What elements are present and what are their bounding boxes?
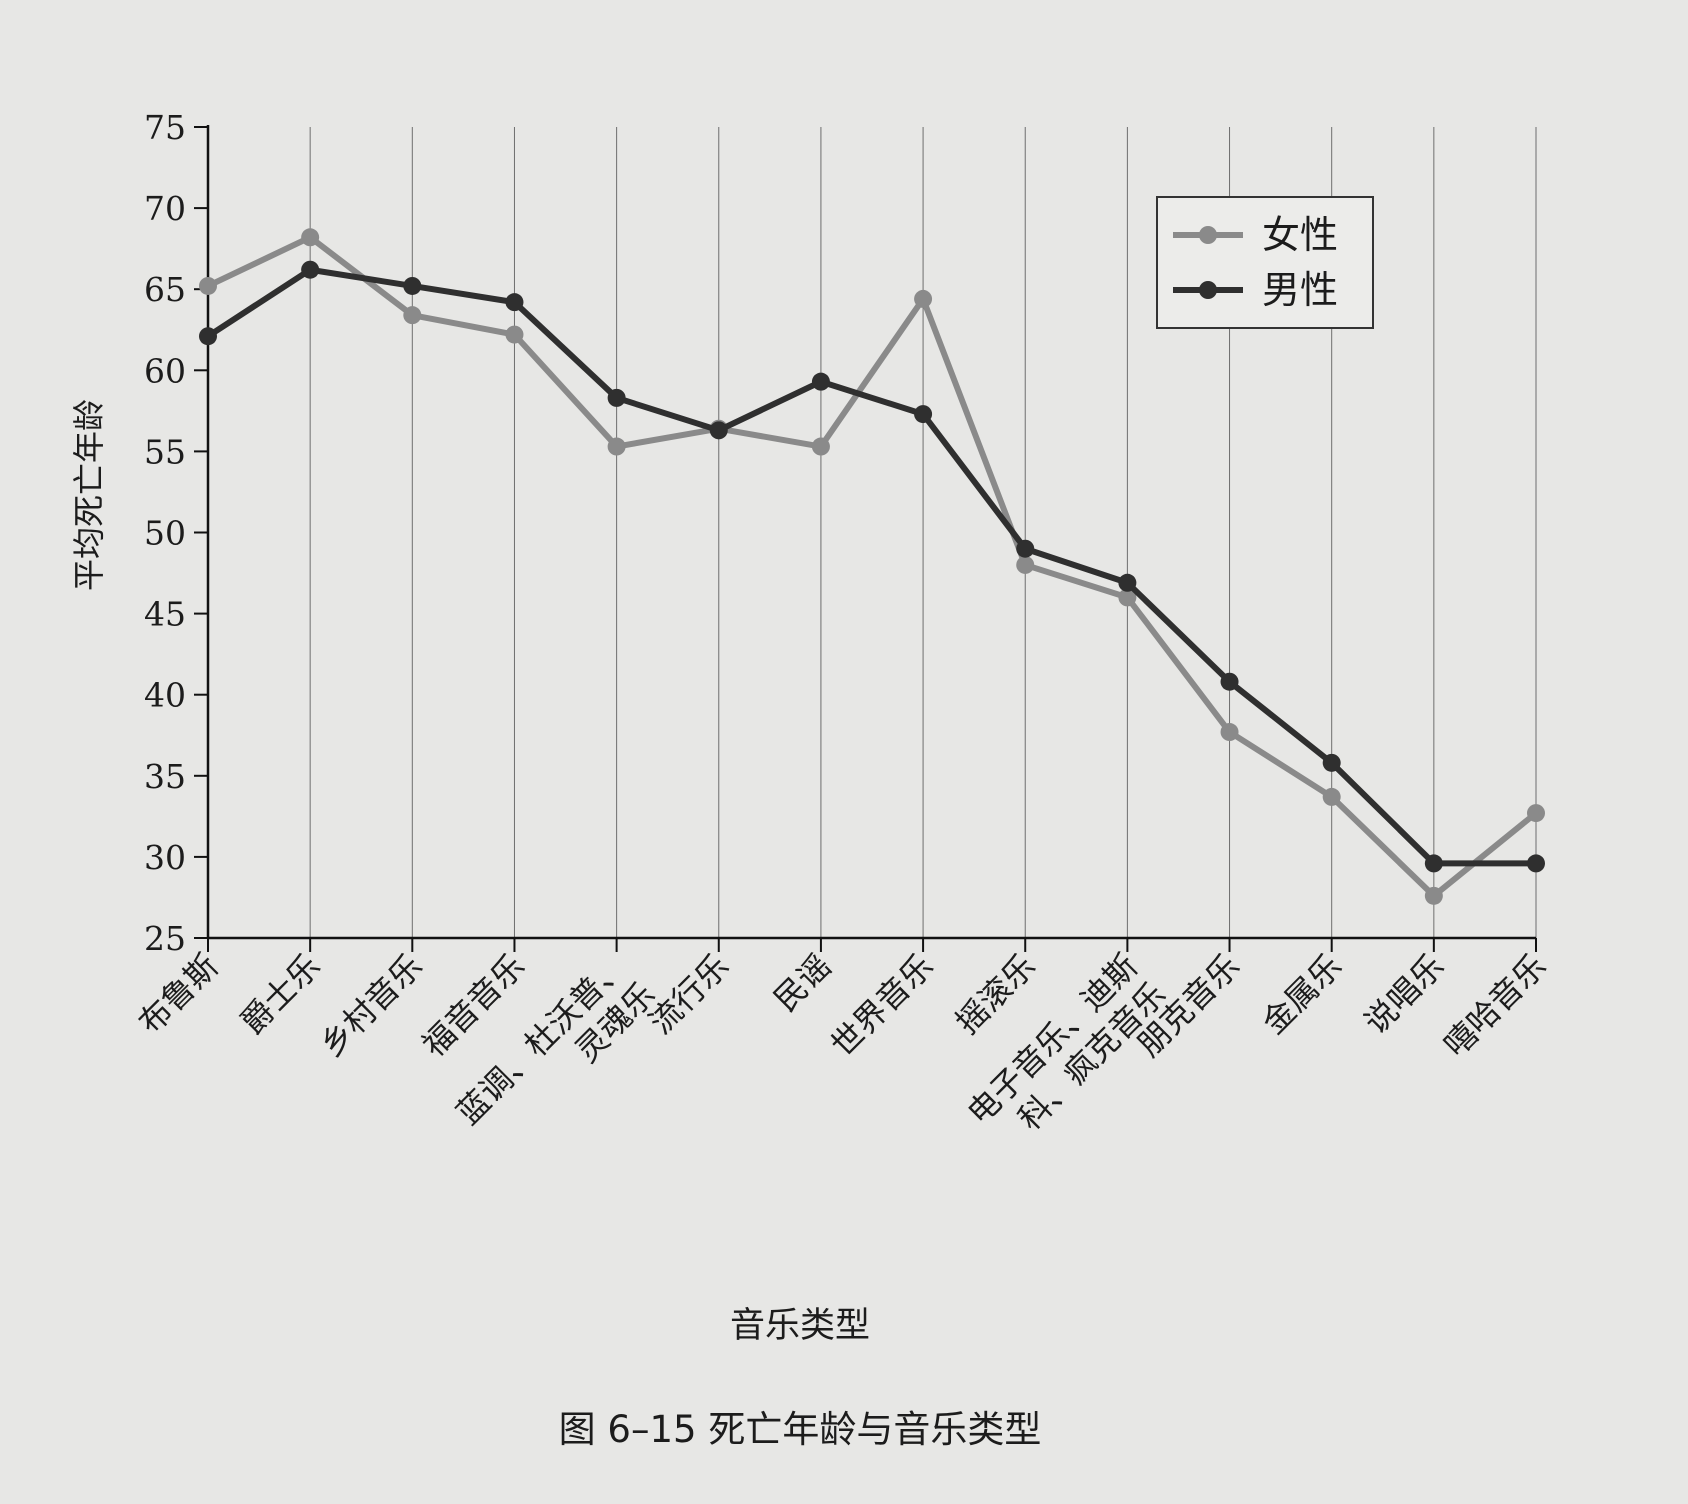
x-tick-label-line: 摇滚乐: [948, 947, 1043, 1042]
x-tick-label-line: 说唱乐: [1357, 947, 1452, 1042]
data-point: [301, 260, 320, 279]
series-女性: [199, 228, 1545, 905]
x-tick-label-line: 乡村音乐: [313, 947, 430, 1064]
legend-swatch-marker: [1199, 226, 1217, 244]
data-point: [199, 327, 217, 346]
y-tick-label: 60: [144, 351, 186, 390]
data-point: [914, 289, 933, 308]
data-point: [1220, 723, 1239, 742]
data-point: [505, 325, 524, 344]
y-tick-label: 40: [144, 676, 186, 715]
x-tick-label-text: 说唱乐: [1357, 947, 1452, 1042]
data-point: [1322, 787, 1341, 806]
data-point: [709, 421, 728, 440]
data-point: [607, 388, 626, 407]
data-point: [607, 437, 626, 456]
series-line: [206, 266, 1536, 867]
data-point: [811, 437, 830, 456]
data-point: [1016, 539, 1035, 558]
x-tick-label-text: 嘻哈音乐: [1436, 947, 1553, 1064]
x-tick-label: 嘻哈音乐: [1436, 947, 1553, 1064]
x-axis-label: 音乐类型: [730, 1306, 870, 1346]
data-point: [811, 372, 830, 391]
x-tick-label-line: 流行乐: [642, 947, 737, 1042]
x-tick-label-text: 世界音乐: [823, 947, 940, 1064]
series-line: [206, 234, 1538, 899]
series-男性: [199, 260, 1545, 873]
series-lines: [199, 228, 1545, 905]
x-tick-label: 金属乐: [1255, 947, 1350, 1042]
x-tick-label: 民谣: [766, 947, 838, 1019]
data-point: [199, 276, 217, 295]
data-point: [403, 306, 422, 325]
x-tick-label: 流行乐: [642, 947, 737, 1042]
legend-label: 女性: [1262, 213, 1338, 257]
x-tick-label-text: 布鲁斯: [131, 947, 226, 1042]
y-tick-label: 25: [144, 919, 186, 958]
y-axis-label: 平均死亡年龄: [70, 399, 108, 591]
x-tick-label: 世界音乐: [823, 947, 940, 1064]
data-point: [403, 276, 422, 295]
x-tick-label: 摇滚乐: [948, 947, 1043, 1042]
legend-label: 男性: [1262, 268, 1338, 312]
data-point: [1322, 753, 1341, 772]
x-tick-label-line: 民谣: [766, 947, 838, 1019]
x-tick-label: 爵士乐: [233, 947, 328, 1042]
x-tick-label-line: 爵士乐: [233, 947, 328, 1042]
data-point: [1118, 573, 1137, 592]
x-tick-label-line: 金属乐: [1255, 947, 1350, 1042]
x-tick-label-text: 民谣: [766, 947, 838, 1019]
x-tick-label-text: 摇滚乐: [948, 947, 1043, 1042]
data-point: [301, 228, 320, 247]
legend-box: [1156, 196, 1374, 329]
x-tick-label-line: 布鲁斯: [131, 947, 226, 1042]
y-axis-ticks: 25 30 35 40 45 50 55 60 65 70 75: [144, 108, 208, 958]
y-tick-label: 75: [144, 108, 186, 147]
legend-entry: 男性: [1173, 268, 1338, 312]
data-point: [1118, 588, 1137, 607]
x-tick-label-text: 流行乐: [642, 947, 737, 1042]
x-tick-label: 乡村音乐: [313, 947, 430, 1064]
y-tick-label: 55: [144, 432, 186, 471]
legend-swatch-marker: [1199, 281, 1217, 299]
data-point: [1424, 886, 1443, 905]
y-tick-label: 35: [144, 757, 186, 796]
data-point: [1527, 804, 1545, 823]
x-tick-label-line: 嘻哈音乐: [1436, 947, 1553, 1064]
data-point: [505, 293, 524, 312]
x-tick-label: 布鲁斯: [131, 947, 226, 1042]
y-tick-label: 45: [144, 595, 186, 634]
legend-entry: 女性: [1173, 213, 1338, 257]
y-tick-label: 50: [144, 514, 186, 553]
figure-caption: 图 6–15 死亡年龄与音乐类型: [559, 1408, 1042, 1451]
y-tick-label: 70: [144, 189, 186, 228]
data-point: [1016, 555, 1035, 574]
y-tick-label: 65: [144, 270, 186, 309]
x-tick-label-text: 爵士乐: [233, 947, 328, 1042]
data-point: [914, 405, 933, 424]
x-tick-label-line: 世界音乐: [823, 947, 940, 1064]
data-point: [1220, 672, 1239, 691]
data-point: [1424, 854, 1443, 873]
y-tick-label: 30: [144, 838, 186, 877]
x-tick-label: 说唱乐: [1357, 947, 1452, 1042]
x-tick-label-text: 金属乐: [1255, 947, 1350, 1042]
data-point: [1527, 854, 1545, 873]
x-tick-label-text: 乡村音乐: [313, 947, 430, 1064]
